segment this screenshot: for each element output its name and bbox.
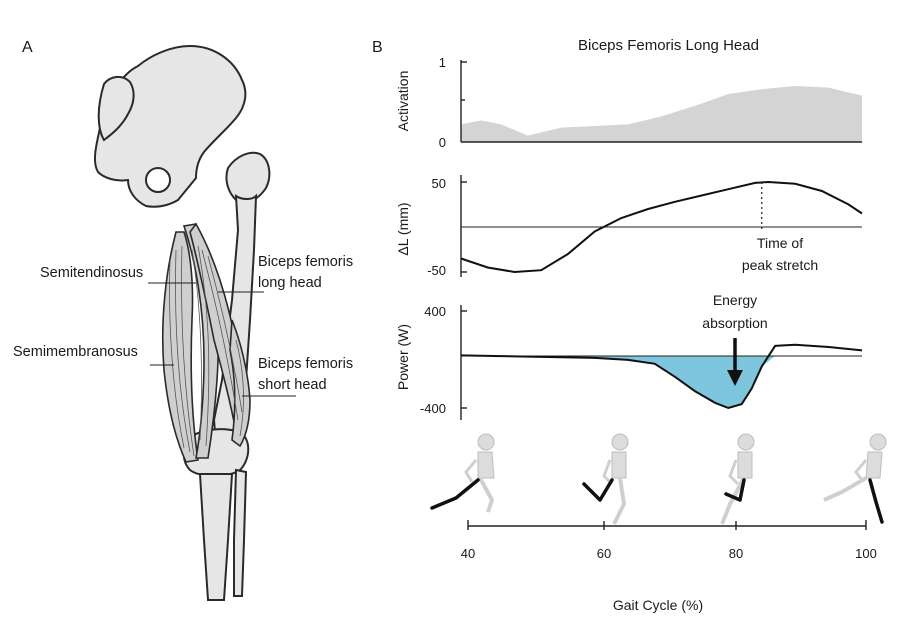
length-curve [460,180,863,274]
semimembranosus-label: Semimembranosus [13,344,138,360]
length-tick-label-minus50: -50 [427,263,446,278]
panel-b-letter: B [372,39,383,56]
gait-tick-label-60: 60 [597,546,611,561]
gait-tick-label-80: 80 [729,546,743,561]
power-tick-label-minus400: -400 [420,401,446,416]
activation-plot: 1 0 Activation [395,55,862,150]
gait-tick-label-100: 100 [855,546,877,561]
panel-a-letter: A [22,39,33,56]
semimembranosus-muscle [161,231,199,463]
energy-absorption-area [461,356,862,408]
power-plot: 400 -400 Power (W) Energy absorption [395,292,863,420]
fibula-bone [233,468,248,597]
power-tick-label-400: 400 [424,304,446,319]
runner-figure-2 [582,433,629,525]
bf-long-head-label-line1: Biceps femoris [258,254,353,270]
length-y-label: ΔL (mm) [395,202,411,255]
sacrum-bone [97,76,135,142]
power-y-label: Power (W) [395,324,411,390]
activation-y-label: Activation [395,71,411,132]
gait-x-label: Gait Cycle (%) [613,597,703,613]
runner-figure-3 [720,433,755,525]
runner-figure-4 [823,433,887,524]
length-plot: 50 -50 ΔL (mm) Time of peak stretch [395,175,863,278]
biceps-femoris-short-head-muscle [229,319,251,448]
running-skeletons [430,433,887,525]
peak-stretch-annotation-line2: peak stretch [742,257,818,273]
semitendinosus-label: Semitendinosus [40,265,143,281]
ischium-bone [225,151,271,204]
energy-absorption-annotation-line1: Energy [713,292,757,308]
activation-tick-label-1: 1 [439,55,446,70]
length-tick-label-50: 50 [432,176,446,191]
panel-b: B Biceps Femoris Long Head 1 0 Activatio… [372,37,887,613]
activation-area [461,86,862,142]
bf-short-head-label-line2: short head [258,377,327,393]
panel-a: A [13,39,353,601]
muscle-fibers [169,245,244,457]
tibia-bone [198,473,234,601]
gait-cycle-axis: 40 60 80 100 Gait Cycle (%) [461,520,877,613]
bf-short-head-label-line1: Biceps femoris [258,356,353,372]
gait-tick-label-40: 40 [461,546,475,561]
energy-absorption-annotation-line2: absorption [702,315,767,331]
panel-b-title: Biceps Femoris Long Head [578,37,759,54]
runner-figure-1 [430,433,495,513]
bf-long-head-label-line2: long head [258,275,322,291]
energy-absorption-arrow [727,338,743,386]
activation-tick-label-0: 0 [439,135,446,150]
peak-stretch-annotation-line1: Time of [757,235,803,251]
obturator-foramen [145,167,171,193]
leg-anatomy-illustration [93,44,271,601]
power-curve [460,343,863,410]
